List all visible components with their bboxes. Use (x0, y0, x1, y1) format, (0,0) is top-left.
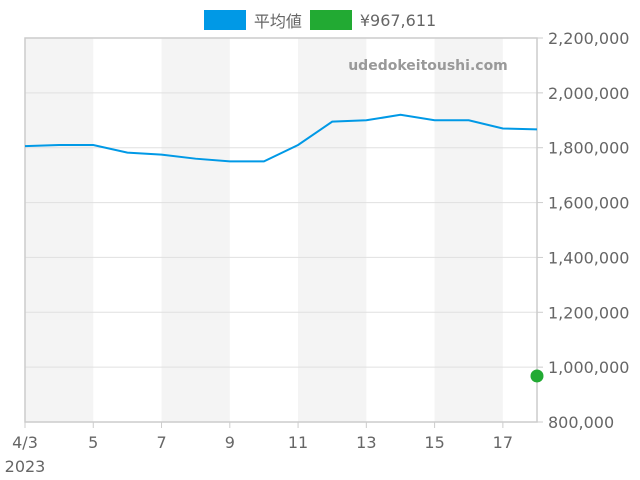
y-tick-label: 800,000 (548, 413, 614, 432)
x-tick-label: 4/3 (12, 433, 38, 452)
band-shade (25, 38, 94, 422)
y-tick-label: 1,200,000 (548, 303, 629, 322)
y-tick-label: 2,200,000 (548, 29, 629, 48)
y-tick-label: 1,600,000 (548, 194, 629, 213)
current-price-marker (530, 369, 544, 383)
watermark: udedokeitoushi.com (348, 58, 508, 74)
legend-swatch-blue (203, 10, 246, 30)
x-year-label: 2023 (5, 457, 46, 476)
y-tick-label: 1,400,000 (548, 248, 629, 267)
band-shade (434, 38, 503, 422)
y-tick-label: 1,800,000 (548, 139, 629, 158)
legend-label-current: ¥967,611 (359, 10, 437, 30)
band-shade (161, 38, 230, 422)
plot-frame (24, 37, 538, 423)
x-tick-label: 13 (356, 433, 376, 452)
x-tick-label: 17 (493, 433, 513, 452)
x-tick-label: 11 (288, 433, 308, 452)
average-price-line (24, 113, 538, 163)
y-tick-label: 2,000,000 (548, 84, 629, 103)
y-tick-label: 1,000,000 (548, 358, 629, 377)
x-tick-label: 15 (424, 433, 444, 452)
legend-item-current[interactable]: ¥967,611 (309, 10, 437, 30)
x-tick-label: 7 (156, 433, 166, 452)
legend-label-average: 平均値 (253, 12, 302, 31)
legend-swatch-green (309, 10, 352, 30)
x-tick-label: 5 (88, 433, 98, 452)
band-shade (298, 38, 367, 422)
legend-item-average[interactable]: 平均値 (203, 8, 302, 32)
x-tick-label: 9 (225, 433, 235, 452)
legend: 平均値 ¥967,611 (0, 8, 640, 32)
